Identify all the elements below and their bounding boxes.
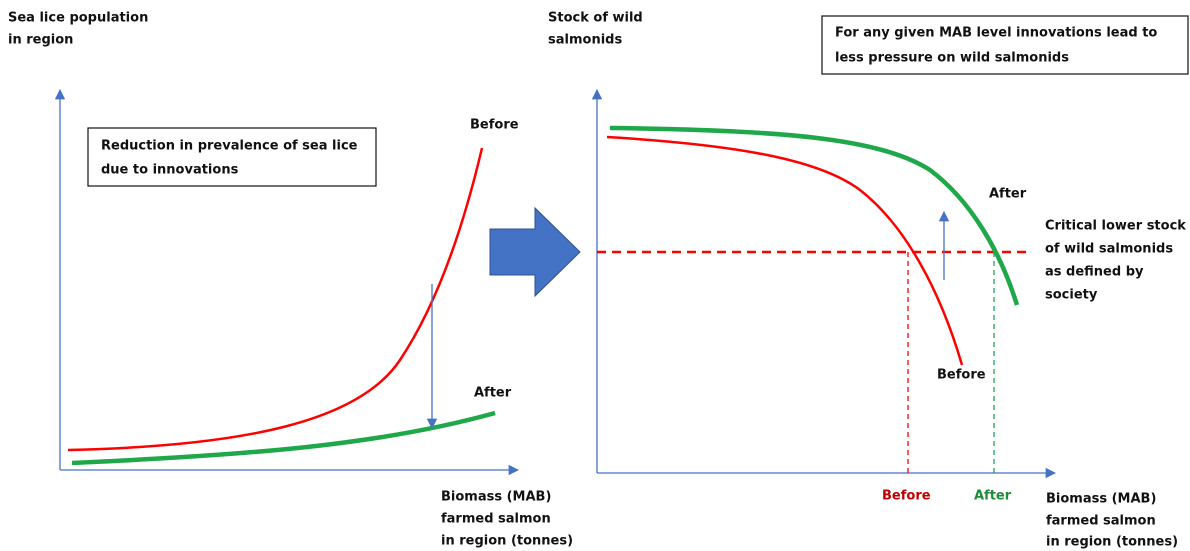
text-box bbox=[87, 127, 377, 187]
after-curve bbox=[71, 410, 496, 466]
before-label: Before bbox=[470, 118, 519, 133]
x-axis-label: in region (tonnes) bbox=[441, 534, 573, 549]
y-axis-label: in region bbox=[8, 33, 73, 48]
x-axis-label: Biomass (MAB) bbox=[441, 490, 551, 505]
before-curve bbox=[67, 147, 484, 452]
after-curve bbox=[609, 125, 1020, 306]
box-text: less pressure on wild salmonids bbox=[835, 51, 1069, 66]
x-axis-label: in region (tonnes) bbox=[1046, 535, 1178, 550]
box-text: Reduction in prevalence of sea lice bbox=[101, 139, 358, 154]
threshold-label: as defined by bbox=[1045, 265, 1144, 280]
x-axis-label: farmed salmon bbox=[441, 512, 551, 527]
x-axis-label: farmed salmon bbox=[1046, 514, 1156, 529]
before-curve bbox=[606, 135, 964, 366]
after-label: After bbox=[989, 187, 1027, 202]
text-box bbox=[821, 15, 1189, 75]
y-axis-label: Stock of wild bbox=[548, 11, 643, 26]
transition-arrow bbox=[489, 206, 581, 298]
box-text: For any given MAB level innovations lead… bbox=[835, 26, 1157, 41]
left-panel: Sea lice population in region Reduction … bbox=[8, 11, 573, 549]
threshold-label: of wild salmonids bbox=[1045, 242, 1173, 257]
x-before-label: Before bbox=[882, 489, 931, 504]
box-text: due to innovations bbox=[101, 163, 239, 178]
x-axis-label: Biomass (MAB) bbox=[1046, 492, 1156, 507]
y-axis-label: salmonids bbox=[548, 33, 622, 48]
threshold-label: society bbox=[1045, 288, 1098, 303]
x-after-label: After bbox=[974, 489, 1012, 504]
threshold-label: Critical lower stock bbox=[1045, 219, 1186, 234]
after-label: After bbox=[474, 386, 512, 401]
y-axis-label: Sea lice population bbox=[8, 11, 148, 26]
right-panel: Stock of wild salmonids For any given MA… bbox=[548, 11, 1189, 550]
before-label: Before bbox=[937, 368, 986, 383]
